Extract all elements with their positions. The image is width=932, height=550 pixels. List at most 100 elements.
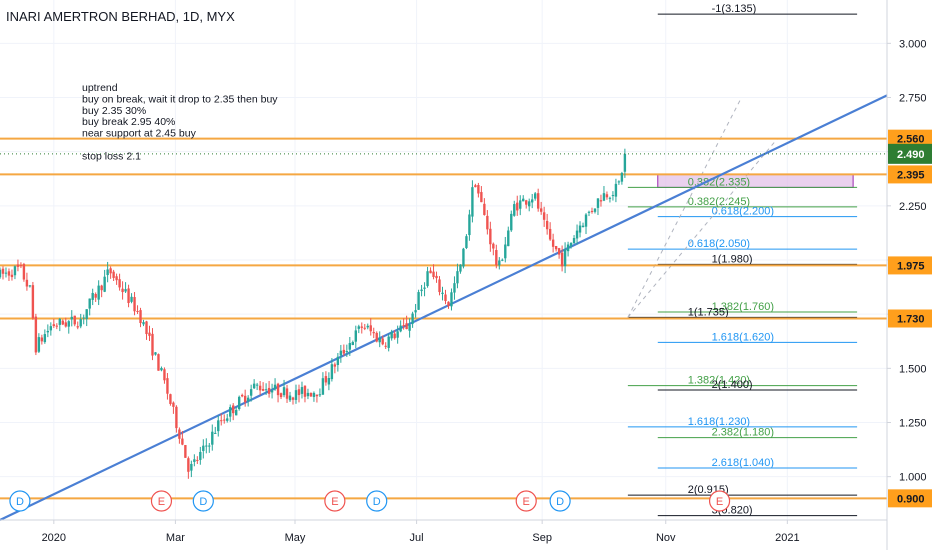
candle[interactable] bbox=[578, 221, 582, 238]
candle[interactable] bbox=[477, 182, 480, 198]
candle[interactable] bbox=[369, 318, 372, 336]
candle[interactable] bbox=[545, 213, 549, 235]
candle[interactable] bbox=[315, 394, 319, 403]
candle[interactable] bbox=[414, 303, 417, 318]
candle[interactable] bbox=[495, 244, 498, 269]
candle[interactable] bbox=[590, 207, 594, 214]
candle[interactable] bbox=[435, 271, 438, 283]
candle[interactable] bbox=[100, 284, 103, 298]
candle[interactable] bbox=[354, 325, 357, 349]
candle[interactable] bbox=[348, 336, 352, 356]
candle[interactable] bbox=[237, 395, 241, 411]
candle[interactable] bbox=[441, 286, 444, 301]
candle[interactable] bbox=[447, 301, 450, 309]
candle[interactable] bbox=[4, 267, 8, 278]
candle[interactable] bbox=[522, 195, 525, 202]
candle[interactable] bbox=[258, 381, 262, 396]
candle[interactable] bbox=[339, 344, 343, 363]
candle[interactable] bbox=[46, 324, 50, 338]
fib-projection-line-0[interactable] bbox=[627, 97, 742, 318]
candle[interactable] bbox=[381, 335, 384, 346]
candle[interactable] bbox=[34, 313, 38, 356]
candle[interactable] bbox=[557, 247, 561, 259]
candle[interactable] bbox=[37, 333, 41, 353]
candle[interactable] bbox=[429, 267, 432, 274]
candle[interactable] bbox=[620, 171, 624, 185]
candle[interactable] bbox=[264, 383, 268, 395]
candle[interactable] bbox=[602, 186, 606, 202]
candle[interactable] bbox=[417, 289, 420, 310]
candle[interactable] bbox=[267, 380, 271, 398]
candle[interactable] bbox=[390, 329, 393, 341]
candle[interactable] bbox=[297, 384, 301, 403]
earnings-marker-5[interactable]: E bbox=[515, 490, 537, 512]
candle[interactable] bbox=[384, 342, 387, 349]
candle[interactable] bbox=[288, 391, 292, 402]
candle[interactable] bbox=[504, 236, 507, 263]
candle[interactable] bbox=[163, 367, 166, 384]
candle[interactable] bbox=[363, 323, 366, 331]
candle[interactable] bbox=[608, 196, 612, 203]
candle[interactable] bbox=[223, 414, 226, 424]
candle[interactable] bbox=[372, 327, 375, 339]
candle[interactable] bbox=[7, 268, 11, 281]
candle[interactable] bbox=[232, 403, 235, 421]
candle[interactable] bbox=[1, 266, 5, 280]
candle[interactable] bbox=[342, 344, 346, 356]
candle[interactable] bbox=[492, 242, 495, 256]
candle[interactable] bbox=[118, 273, 121, 291]
candle[interactable] bbox=[465, 234, 468, 250]
candle[interactable] bbox=[402, 318, 405, 330]
candle[interactable] bbox=[426, 266, 429, 288]
candle[interactable] bbox=[357, 324, 360, 334]
candle[interactable] bbox=[82, 314, 85, 325]
candle[interactable] bbox=[489, 221, 492, 252]
candle[interactable] bbox=[217, 415, 220, 437]
candle[interactable] bbox=[294, 384, 298, 404]
candle[interactable] bbox=[533, 192, 537, 201]
candle[interactable] bbox=[456, 263, 459, 289]
candle[interactable] bbox=[184, 444, 187, 458]
candle[interactable] bbox=[229, 404, 232, 422]
candle[interactable] bbox=[378, 331, 381, 348]
candle[interactable] bbox=[226, 413, 229, 423]
candle[interactable] bbox=[438, 276, 441, 296]
candle[interactable] bbox=[208, 442, 211, 453]
candle[interactable] bbox=[142, 319, 145, 327]
candle[interactable] bbox=[507, 226, 510, 247]
candle[interactable] bbox=[324, 371, 328, 386]
candle[interactable] bbox=[22, 262, 26, 282]
candle[interactable] bbox=[190, 460, 193, 478]
fib-projection-line-1[interactable] bbox=[627, 138, 778, 318]
candle[interactable] bbox=[501, 258, 504, 262]
candle[interactable] bbox=[249, 384, 253, 402]
candle[interactable] bbox=[321, 372, 325, 395]
candle[interactable] bbox=[584, 213, 588, 235]
candle[interactable] bbox=[115, 273, 118, 285]
candle[interactable] bbox=[486, 210, 489, 235]
candle[interactable] bbox=[432, 264, 435, 280]
candle[interactable] bbox=[136, 305, 139, 314]
candle[interactable] bbox=[393, 330, 396, 340]
candle[interactable] bbox=[566, 241, 570, 257]
candle[interactable] bbox=[55, 323, 59, 330]
price-axis[interactable]: 3.0002.7502.5002.2502.0001.7501.5001.250… bbox=[887, 38, 932, 508]
candle[interactable] bbox=[375, 331, 378, 343]
candle[interactable] bbox=[261, 382, 265, 392]
candle[interactable] bbox=[193, 454, 196, 467]
candle[interactable] bbox=[536, 188, 540, 212]
candle[interactable] bbox=[309, 392, 313, 397]
candle[interactable] bbox=[525, 199, 528, 209]
candle[interactable] bbox=[31, 281, 35, 320]
candle[interactable] bbox=[40, 334, 44, 345]
candle[interactable] bbox=[548, 222, 552, 241]
candle[interactable] bbox=[551, 233, 555, 253]
candle[interactable] bbox=[202, 439, 205, 459]
candle[interactable] bbox=[327, 372, 331, 391]
time-axis[interactable]: 2020 Mar May Jul Sep Nov 2021 bbox=[42, 520, 800, 544]
candle[interactable] bbox=[109, 266, 112, 279]
candle[interactable] bbox=[73, 315, 76, 327]
candle[interactable] bbox=[360, 322, 363, 334]
candle[interactable] bbox=[513, 200, 516, 217]
candle[interactable] bbox=[10, 269, 14, 281]
